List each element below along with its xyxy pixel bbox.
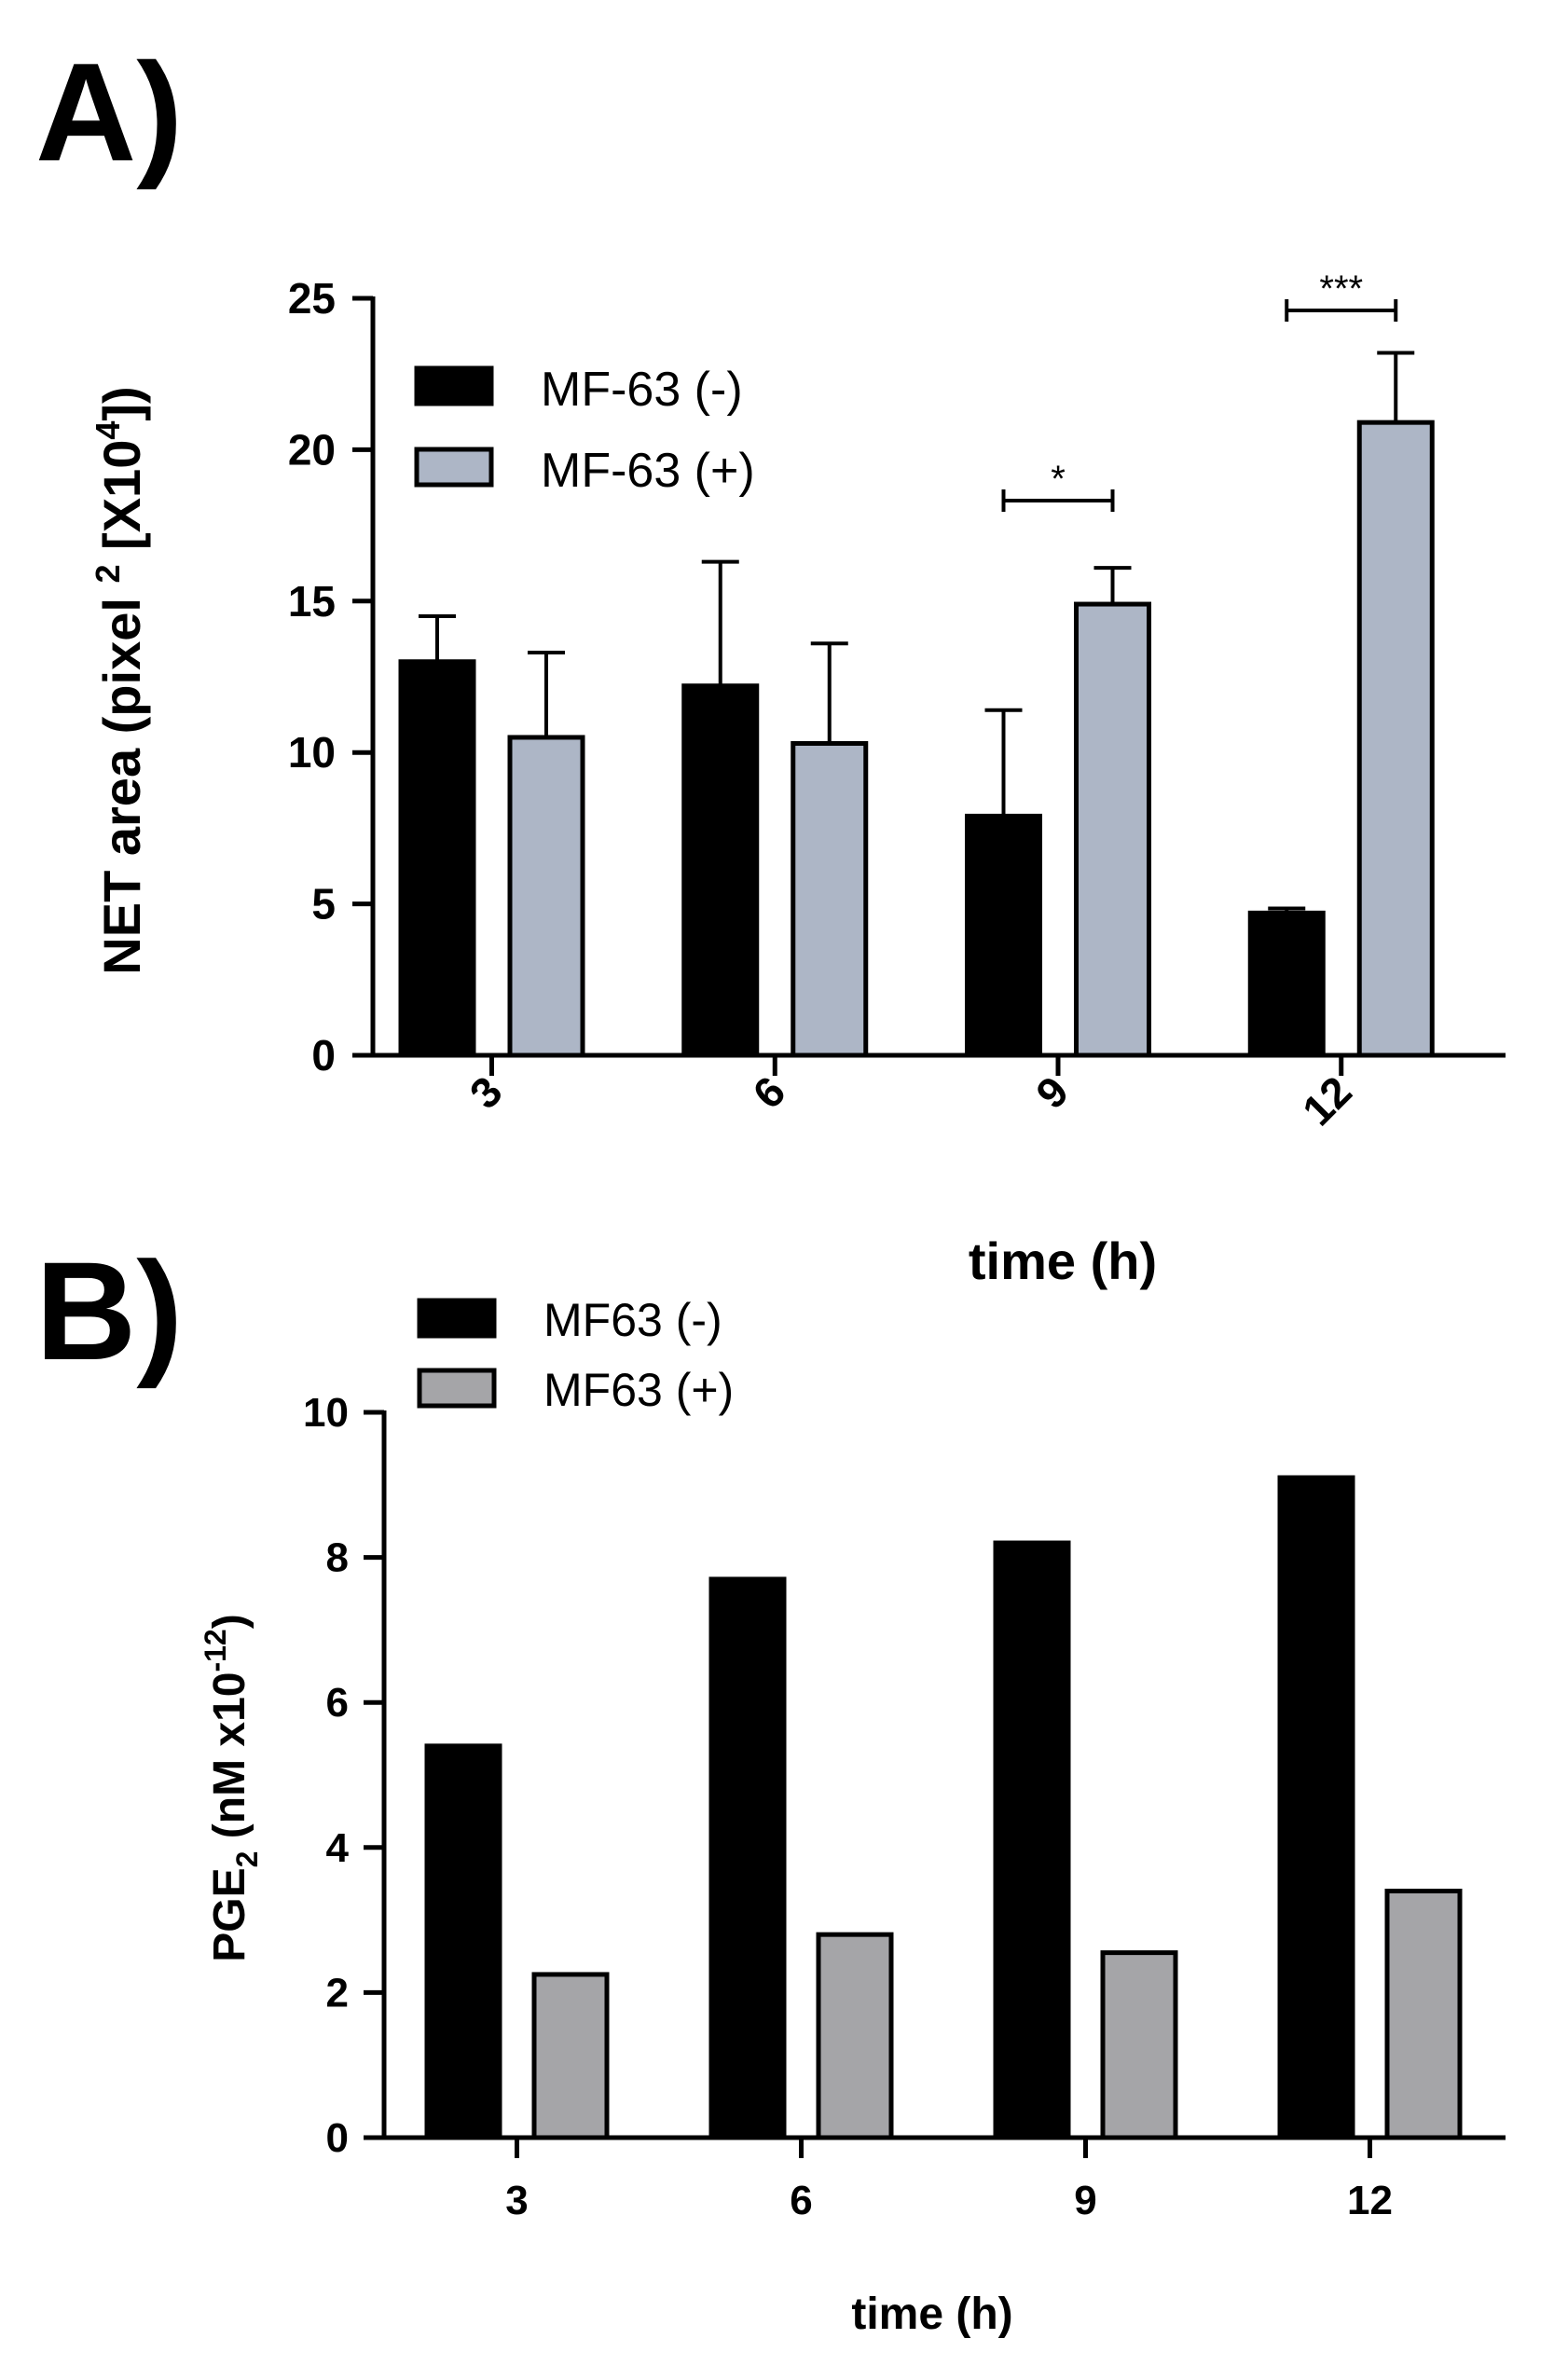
panel-b-y-tick-label: 0 <box>326 2115 349 2161</box>
panel-a-legend-label-plus: MF-63 (+) <box>541 444 755 498</box>
panel-a-bar-minus-9 <box>965 813 1042 1058</box>
panel-a-bar-plus-6 <box>791 740 869 1058</box>
panel-a-y-tick-label: 25 <box>288 274 336 323</box>
panel-a-label: A) <box>35 34 183 190</box>
panel-a-bar-minus-12 <box>1247 910 1326 1058</box>
panel-a-y-tick-label: 10 <box>288 728 336 777</box>
panel-b-x-tick-label: 9 <box>1074 2178 1096 2223</box>
panel-b-bar-minus-9 <box>993 1540 1071 2140</box>
panel-a-bar-plus-3 <box>507 735 585 1058</box>
panel-a-bar-plus-12 <box>1356 420 1435 1058</box>
panel-a-significance: **** <box>1001 268 1398 512</box>
panel-b-y-tick-label: 4 <box>326 1825 350 1871</box>
panel-a-x-axis-title: time (h) <box>969 1231 1157 1290</box>
panel-a: A) NET area (pixel 2 [X104]) 0 5 10 15 20 25 3… <box>35 34 1506 1290</box>
panel-b-bar-minus-6 <box>708 1576 787 2140</box>
panel-b-bar-plus-9 <box>1100 1950 1178 2140</box>
panel-b-y-tick-label: 8 <box>326 1535 349 1581</box>
panel-a-significance-label: * <box>1051 459 1066 500</box>
panel-b-label: B) <box>35 1232 183 1389</box>
panel-a-legend-swatch-minus <box>414 365 494 406</box>
panel-b-bar-minus-3 <box>424 1743 502 2140</box>
panel-a-bar-plus-9 <box>1074 601 1151 1058</box>
panel-a-y-tick-label: 20 <box>288 425 336 474</box>
panel-b-x-tick-label: 3 <box>505 2178 528 2223</box>
panel-a-significance-label: *** <box>1319 268 1363 310</box>
panel-b-y-tick-label: 6 <box>326 1680 349 1726</box>
panel-b-x-axis-title: time (h) <box>851 2290 1012 2339</box>
panel-b-legend-label-minus: MF63 (-) <box>543 1294 722 1346</box>
panel-a-bars <box>398 420 1435 1058</box>
panel-a-y-tick-label: 5 <box>311 880 336 929</box>
panel-a-y-tick-label: 15 <box>288 577 336 626</box>
panel-b-x-tick-label: 12 <box>1347 2178 1393 2223</box>
panel-a-legend-swatch-plus <box>414 447 494 488</box>
panel-b-y-tick-label: 10 <box>303 1390 349 1436</box>
panel-a-bar-minus-6 <box>681 683 760 1058</box>
panel-a-x-tick-label: 12 <box>1293 1066 1361 1135</box>
panel-a-bar-minus-3 <box>398 659 476 1058</box>
panel-b-y-tick-label: 2 <box>326 1970 349 2015</box>
panel-b-legend: MF63 (-) MF63 (+) <box>417 1294 734 1416</box>
panel-a-x-tick-label: 3 <box>461 1066 512 1118</box>
panel-a-x-tick-label: 6 <box>743 1066 794 1118</box>
panel-b-legend-label-plus: MF63 (+) <box>543 1364 734 1416</box>
panel-b-y-axis-title: PGE2 (nM x10-12) <box>199 1614 264 1961</box>
panel-b-bar-plus-12 <box>1384 1888 1463 2140</box>
panel-b-bar-plus-6 <box>816 1932 894 2140</box>
panel-a-x-tick-label: 9 <box>1026 1066 1078 1118</box>
panel-a-axes: 0 5 10 15 20 25 3 6 9 12 <box>288 274 1506 1135</box>
panel-b-axes: 0 2 4 6 8 10 3 6 9 12 <box>303 1390 1506 2223</box>
panel-a-error-bars <box>419 351 1415 914</box>
panel-b-x-tick-label: 6 <box>790 2178 812 2223</box>
panel-b-legend-swatch-minus <box>417 1298 497 1339</box>
panel-b-bar-plus-3 <box>531 1972 610 2140</box>
panel-a-y-tick-label: 0 <box>311 1031 336 1080</box>
panel-b-bar-minus-12 <box>1277 1475 1355 2140</box>
panel-a-legend: MF-63 (-) MF-63 (+) <box>414 363 755 498</box>
panel-b-bars <box>424 1475 1463 2140</box>
panel-a-y-axis-title: NET area (pixel 2 [X104]) <box>89 386 151 974</box>
panel-a-legend-label-minus: MF-63 (-) <box>541 363 743 417</box>
panel-b-legend-swatch-plus <box>417 1368 497 1409</box>
panel-b: B) PGE2 (nM x10-12) 0 2 4 6 8 10 3 6 9 12 MF63 (-… <box>35 1232 1506 2339</box>
